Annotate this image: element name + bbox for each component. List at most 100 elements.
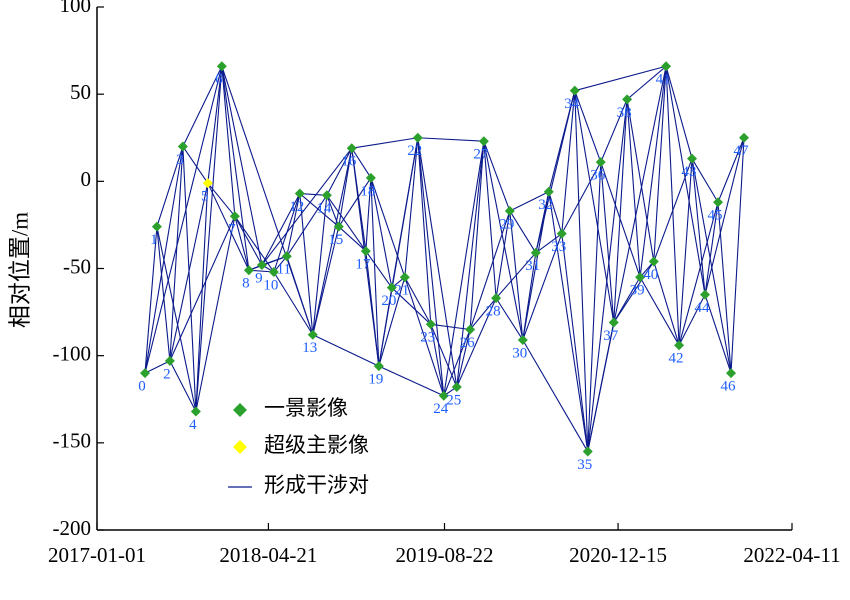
interferogram-pair [483, 141, 497, 299]
image-point [268, 266, 279, 277]
image-point [726, 368, 737, 379]
interferogram-pair [561, 90, 576, 234]
image-number: 2 [163, 366, 171, 382]
interferogram-pair [548, 191, 589, 452]
image-point [386, 282, 397, 293]
interferogram-pair [574, 90, 602, 163]
interferogram-pair [613, 261, 655, 323]
interferogram-pair [456, 329, 471, 388]
image-number: 41 [656, 72, 671, 88]
interferogram-pair [730, 137, 745, 374]
image-number: 14 [316, 201, 332, 217]
image-number: 12 [289, 199, 304, 215]
image-point [190, 406, 201, 417]
image-number: 6 [215, 72, 223, 88]
y-tick-label: 50 [70, 80, 91, 104]
interferogram-pair [338, 226, 367, 252]
image-number: 25 [446, 392, 461, 408]
interferogram-pair [665, 66, 706, 295]
interferogram-pair [483, 141, 511, 212]
legend-label: 超级主影像 [264, 433, 369, 457]
image-point [739, 132, 750, 143]
image-number: 36 [590, 168, 606, 184]
interferogram-pair [365, 250, 393, 288]
interferogram-pair [221, 66, 314, 335]
image-number: 38 [617, 105, 632, 121]
image-number: 4 [189, 417, 197, 433]
y-tick-label: 100 [60, 0, 92, 17]
image-point [307, 329, 318, 340]
image-number: 45 [708, 208, 723, 224]
interferogram-pair [522, 233, 563, 341]
interferogram-pair [207, 182, 250, 271]
image-number: 18 [360, 183, 375, 199]
image-number: 44 [695, 300, 711, 316]
interferogram-pair [156, 146, 184, 227]
interferogram-pair [626, 99, 641, 278]
interferogram-pair [169, 146, 184, 361]
y-tick-label: -200 [53, 516, 92, 540]
interferogram-pair [144, 226, 158, 374]
interferogram-pair [326, 194, 367, 252]
image-point [365, 172, 376, 183]
interferogram-pair [691, 158, 719, 203]
image-point [139, 368, 150, 379]
interferogram-pair [639, 276, 680, 346]
interferogram-pair [207, 66, 223, 184]
legend-label: 形成干涉对 [264, 473, 369, 497]
interferogram-pair [613, 99, 628, 323]
image-point [281, 251, 292, 262]
interferogram-pair [469, 210, 511, 330]
interferogram-pair [417, 137, 484, 142]
legend-label: 一景影像 [264, 396, 348, 420]
image-point [346, 143, 357, 154]
image-number: 34 [564, 96, 580, 112]
interferogram-pair [469, 141, 485, 330]
interferogram-pair [169, 215, 236, 362]
interferogram-pair [469, 297, 497, 330]
interferogram-pair [365, 177, 372, 252]
image-point [478, 136, 489, 147]
image-point [164, 355, 175, 366]
points [139, 61, 750, 457]
interferogram-pair [299, 193, 314, 335]
interferogram-pair [195, 183, 209, 412]
image-number: 27 [473, 147, 489, 163]
image-point [569, 85, 580, 96]
interferogram-pair [144, 66, 223, 374]
image-number: 26 [460, 335, 476, 351]
interferogram-pair [430, 324, 458, 388]
interferogram-pair [483, 141, 524, 341]
edges [144, 65, 745, 452]
interferogram-pair [182, 146, 209, 184]
interferogram-pair [169, 360, 197, 412]
interferogram-pair [704, 202, 719, 295]
x-tick-label: 2018-04-21 [219, 543, 317, 567]
image-number: 9 [255, 270, 263, 286]
interferogram-pair [338, 177, 372, 227]
x-tick-label: 2019-08-22 [396, 543, 494, 567]
interferogram-pair [561, 161, 602, 234]
image-point [608, 317, 619, 328]
interferogram-pair [370, 177, 393, 288]
interferogram-pair [417, 137, 458, 388]
interferogram-pair [561, 233, 589, 452]
interferogram-pair [234, 215, 263, 266]
image-point [543, 186, 554, 197]
image-number: 29 [499, 216, 514, 232]
interferogram-pair [430, 324, 445, 396]
interferogram-pair [221, 66, 263, 266]
interferogram-pair [587, 162, 602, 452]
interferogram-pair [456, 297, 497, 388]
interferogram-pair [156, 226, 197, 412]
image-number: 1 [150, 232, 158, 248]
image-point [517, 334, 528, 345]
interferogram-pair [351, 147, 372, 179]
interferogram-pair [195, 66, 223, 412]
image-number: 43 [682, 164, 697, 180]
image-number: 42 [669, 351, 684, 367]
image-point [216, 61, 227, 72]
interferogram-pair [404, 277, 445, 396]
